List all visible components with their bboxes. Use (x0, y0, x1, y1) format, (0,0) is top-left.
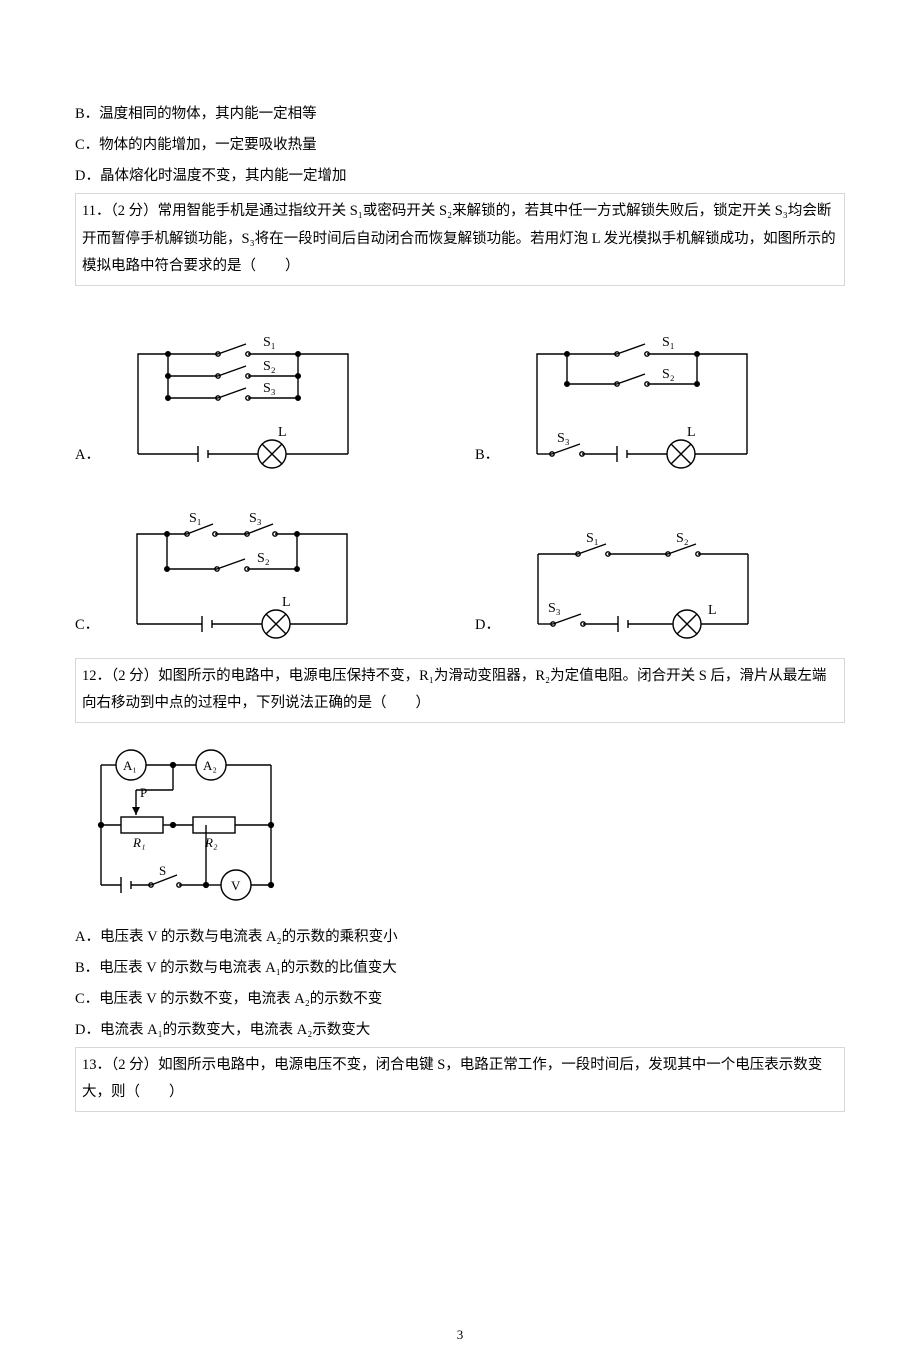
option-c: C．物体的内能增加，一定要吸收热量 (75, 131, 845, 160)
svg-text:P: P (140, 785, 147, 800)
svg-text:A₁: A₁ (123, 758, 137, 773)
svg-text:L: L (687, 425, 696, 440)
svg-text:S₁: S₁ (263, 335, 276, 350)
question-11-text: 11．（2 分）常用智能手机是通过指纹开关 S₁或密码开关 S₂来解锁的，若其中… (82, 203, 836, 274)
svg-text:L: L (278, 425, 287, 440)
q11-choices: A． (75, 304, 845, 644)
q12-circuit-icon: A₁ A₂ P R₁ R₂ S V (81, 735, 845, 905)
svg-text:A₂: A₂ (203, 758, 217, 773)
option-d: D．晶体熔化时温度不变，其内能一定增加 (75, 162, 845, 191)
circuit-a-icon: S₁ S₂ S₃ L (108, 324, 368, 474)
circuit-d-icon: S₁ S₂ S₃ L (508, 524, 768, 644)
q12-option-c: C．电压表 V 的示数不变，电流表 A₂的示数不变 (75, 985, 845, 1014)
q11-choice-a: A． (75, 304, 445, 474)
choice-label-a: A． (75, 441, 100, 474)
svg-text:S₃: S₃ (557, 431, 570, 446)
svg-text:S₃: S₃ (249, 511, 262, 526)
svg-text:S₃: S₃ (263, 381, 276, 396)
q11-choice-c: C． (75, 484, 445, 644)
question-13-text: 13．（2 分）如图所示电路中，电源电压不变，闭合电键 S，电路正常工作，一段时… (82, 1057, 822, 1101)
svg-text:S₁: S₁ (189, 511, 202, 526)
svg-text:S₂: S₂ (676, 531, 689, 546)
circuit-c-icon: S₁ S₃ S₂ L (107, 504, 367, 644)
q12-option-b: B．电压表 V 的示数与电流表 A₁的示数的比值变大 (75, 954, 845, 983)
q11-choice-b: B． (475, 304, 845, 474)
choice-label-c: C． (75, 611, 99, 644)
svg-text:R₂: R₂ (204, 835, 218, 850)
question-12-box: 12．（2 分）如图所示的电路中，电源电压保持不变，R₁为滑动变阻器，R₂为定值… (75, 658, 845, 723)
q12-option-a: A．电压表 V 的示数与电流表 A₂的示数的乘积变小 (75, 923, 845, 952)
page-number: 3 (75, 1322, 845, 1348)
q12-option-d: D．电流表 A₁的示数变大，电流表 A₂示数变大 (75, 1016, 845, 1045)
circuit-b-icon: S₁ S₂ S₃ L (507, 324, 767, 474)
choice-label-d: D． (475, 611, 500, 644)
svg-text:L: L (282, 595, 291, 610)
option-b: B．温度相同的物体，其内能一定相等 (75, 100, 845, 129)
svg-text:R₁: R₁ (132, 835, 145, 850)
question-13-box: 13．（2 分）如图所示电路中，电源电压不变，闭合电键 S，电路正常工作，一段时… (75, 1047, 845, 1112)
svg-text:V: V (231, 878, 241, 893)
svg-text:S₂: S₂ (263, 359, 276, 374)
question-11-box: 11．（2 分）常用智能手机是通过指纹开关 S₁或密码开关 S₂来解锁的，若其中… (75, 193, 845, 286)
svg-text:S₁: S₁ (662, 335, 675, 350)
svg-text:S₁: S₁ (586, 531, 599, 546)
choice-label-b: B． (475, 441, 499, 474)
svg-text:S₂: S₂ (257, 551, 270, 566)
q11-choice-d: D． (475, 484, 845, 644)
svg-text:S₃: S₃ (548, 601, 561, 616)
svg-text:S: S (159, 863, 166, 878)
question-12-text: 12．（2 分）如图所示的电路中，电源电压保持不变，R₁为滑动变阻器，R₂为定值… (82, 668, 826, 712)
svg-text:S₂: S₂ (662, 367, 675, 382)
svg-text:L: L (708, 603, 717, 618)
